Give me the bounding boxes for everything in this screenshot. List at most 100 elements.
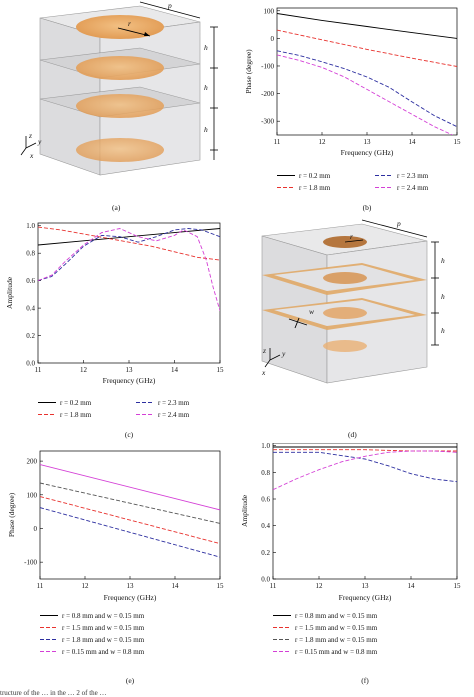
series-line xyxy=(277,13,457,39)
p-dimension-line xyxy=(139,1,201,19)
x-tick-label: 13 xyxy=(362,582,370,590)
plot-frame xyxy=(276,7,458,136)
chart-e: 11 12 13 14 15 200 100 0 -100 Frequency (GHz) Phas… xyxy=(7,450,225,685)
y-axis-line xyxy=(25,142,37,149)
h-label-3: h xyxy=(441,326,445,335)
x-tick-label: 13 xyxy=(127,582,135,590)
chart-c: 11 12 13 14 15 0.0 0.2 0.4 0.6 0.8 1.0 Frequency (G… xyxy=(5,222,225,439)
legend-label: r = 2.3 mm xyxy=(397,172,429,180)
plot-frame xyxy=(272,443,458,580)
x-axis-label: Frequency (GHz) xyxy=(339,593,392,602)
panel-label-e: (e) xyxy=(126,676,135,685)
x-tick-label: 12 xyxy=(82,582,90,590)
series-line xyxy=(38,228,220,282)
x-axis-line xyxy=(264,359,271,368)
x-axis-label: Frequency (GHz) xyxy=(341,148,394,157)
patch-3 xyxy=(323,307,367,319)
x-axis-label: x xyxy=(29,151,34,160)
legend-label: r = 0.8 mm and w = 0.15 mm xyxy=(295,612,378,620)
legend-label: r = 0.2 mm xyxy=(60,399,92,407)
x-tick-label: 15 xyxy=(217,366,225,374)
panel-label-d: (d) xyxy=(348,430,357,439)
y-tick-label: 0.2 xyxy=(261,549,270,557)
y-axis-label: y xyxy=(281,349,286,358)
x-tick-label: 12 xyxy=(319,138,327,146)
x-axis-label: Frequency (GHz) xyxy=(104,593,157,602)
diagram-a: r p h h h z y x (a) xyxy=(20,1,218,212)
series-line xyxy=(277,50,457,128)
p-label: p xyxy=(396,219,401,228)
series-line xyxy=(273,450,457,491)
x-tick-label: 13 xyxy=(364,138,372,146)
h-label-3: h xyxy=(204,125,208,134)
y-axis-line xyxy=(269,354,281,361)
x-axis-label: Frequency (GHz) xyxy=(103,376,156,385)
y-axis-label: y xyxy=(37,137,42,146)
y-tick-label: 0 xyxy=(34,525,38,533)
legend-label: r = 1.8 mm and w = 0.15 mm xyxy=(62,636,145,644)
y-tick-label: -300 xyxy=(261,118,274,126)
legend-label: r = 0.15 mm and w = 0.8 mm xyxy=(295,648,378,656)
z-axis-label: z xyxy=(262,346,266,355)
radius-arrow xyxy=(344,239,364,243)
x-tick-label: 13 xyxy=(126,366,134,374)
legend-label: r = 1.8 mm xyxy=(299,184,331,192)
series-line xyxy=(38,228,220,311)
x-axis-label: x xyxy=(261,368,266,377)
patch-2 xyxy=(323,272,367,284)
x-tick-label: 14 xyxy=(409,138,417,146)
x-tick-label: 11 xyxy=(35,366,42,374)
legend-label: r = 1.5 mm and w = 0.15 mm xyxy=(295,624,378,632)
legend-label: r = 1.8 mm and w = 0.15 mm xyxy=(295,636,378,644)
y-axis-label: Phase (degree) xyxy=(244,49,253,94)
y-tick-label: -100 xyxy=(24,559,37,567)
patch-3 xyxy=(76,94,164,118)
patch-4 xyxy=(76,138,164,162)
patch-2 xyxy=(76,56,164,80)
y-tick-label: 0 xyxy=(271,35,275,43)
y-tick-label: -200 xyxy=(261,90,274,98)
y-tick-label: 0.4 xyxy=(261,522,270,530)
series-line xyxy=(277,54,453,135)
panel-label-b: (b) xyxy=(363,203,372,212)
radius-label: r xyxy=(350,232,353,241)
x-tick-label: 15 xyxy=(217,582,225,590)
y-tick-label: 0.8 xyxy=(26,250,35,258)
x-tick-label: 15 xyxy=(454,138,462,146)
y-tick-label: 0.0 xyxy=(26,360,35,368)
caption-fragment: tructure of the … in the … 2 of the … xyxy=(0,689,107,697)
legend-label: r = 0.15 mm and w = 0.8 mm xyxy=(62,648,145,656)
x-tick-label: 14 xyxy=(171,366,179,374)
series-line xyxy=(38,228,220,246)
y-tick-label: 100 xyxy=(27,491,38,499)
p-label: p xyxy=(167,1,172,10)
y-tick-label: 0.8 xyxy=(261,469,270,477)
w-marker-tick xyxy=(294,317,300,329)
series-line xyxy=(273,451,457,483)
radius-label: r xyxy=(128,19,131,28)
y-tick-label: 0.6 xyxy=(261,496,270,504)
h-label-2: h xyxy=(441,292,445,301)
legend-label: r = 0.8 mm and w = 0.15 mm xyxy=(62,612,145,620)
y-tick-label: 1.0 xyxy=(26,222,35,230)
panel-label-f: (f) xyxy=(361,676,369,685)
y-axis-label: Amplitude xyxy=(240,494,249,527)
x-tick-label: 11 xyxy=(274,138,281,146)
panel-label-a: (a) xyxy=(112,203,121,212)
y-tick-label: 0.4 xyxy=(26,305,35,313)
y-tick-label: 0.0 xyxy=(261,576,270,584)
chart-f: 11 12 13 14 15 0.0 0.2 0.4 0.6 0.8 1.0 Frequency (G… xyxy=(240,443,461,685)
y-tick-label: 0.6 xyxy=(26,277,35,285)
series-line xyxy=(40,464,220,511)
series-line xyxy=(40,507,220,558)
series-line xyxy=(40,496,220,545)
x-tick-label: 11 xyxy=(37,582,44,590)
patch-4 xyxy=(323,340,367,352)
w-marker xyxy=(288,318,308,326)
x-tick-label: 14 xyxy=(172,582,180,590)
diagram-d: r w p h h h z y x (d) xyxy=(261,219,445,439)
x-axis-line xyxy=(20,147,27,156)
chart-b: 11 12 13 14 15 100 0 -100 -200 -300 Frequency (GHz… xyxy=(244,7,462,212)
y-tick-label: -100 xyxy=(261,62,274,70)
y-axis-label: Phase (degree) xyxy=(7,492,16,537)
